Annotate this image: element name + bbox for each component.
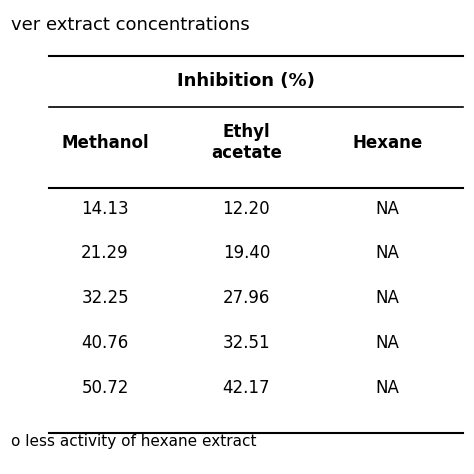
Text: Hexane: Hexane <box>353 134 423 152</box>
Text: 40.76: 40.76 <box>82 334 128 352</box>
Text: Methanol: Methanol <box>61 134 149 152</box>
Text: o less activity of hexane extract: o less activity of hexane extract <box>11 434 256 449</box>
Text: 32.25: 32.25 <box>81 289 129 307</box>
Text: NA: NA <box>376 334 400 352</box>
Text: NA: NA <box>376 200 400 218</box>
Text: NA: NA <box>376 289 400 307</box>
Text: 42.17: 42.17 <box>223 379 270 397</box>
Text: 14.13: 14.13 <box>81 200 129 218</box>
Text: 19.40: 19.40 <box>223 245 270 263</box>
Text: NA: NA <box>376 379 400 397</box>
Text: 27.96: 27.96 <box>223 289 270 307</box>
Text: 21.29: 21.29 <box>81 245 129 263</box>
Text: 32.51: 32.51 <box>223 334 270 352</box>
Text: 50.72: 50.72 <box>82 379 129 397</box>
Text: NA: NA <box>376 245 400 263</box>
Text: Ethyl
acetate: Ethyl acetate <box>211 123 282 162</box>
Text: ver extract concentrations: ver extract concentrations <box>11 16 250 34</box>
Text: Inhibition (%): Inhibition (%) <box>177 73 315 91</box>
Text: 12.20: 12.20 <box>223 200 270 218</box>
